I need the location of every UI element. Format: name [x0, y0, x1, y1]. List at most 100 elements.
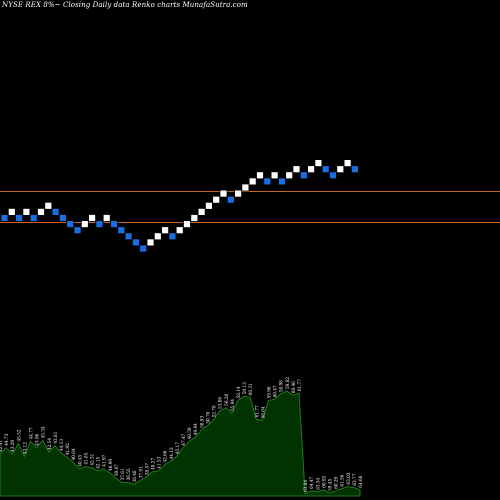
volume-label: 43.29 — [10, 440, 15, 452]
volume-label: 53.86 — [218, 397, 223, 409]
renko-bricks — [0, 159, 359, 253]
volume-label: 40.84 — [71, 448, 76, 460]
volume-label: 61.77 — [254, 405, 259, 417]
volume-label: 60.92 — [321, 475, 326, 487]
renko-brick-down — [139, 244, 148, 253]
renko-brick-down — [66, 220, 75, 229]
renko-brick-up — [336, 165, 345, 174]
volume-label: 40.99 — [108, 459, 113, 471]
volume-series — [0, 390, 361, 497]
renko-brick-up — [292, 165, 301, 174]
volume-label: 44.12 — [169, 447, 174, 459]
renko-brick-up — [7, 207, 16, 216]
renko-brick-up — [183, 220, 191, 229]
renko-brick-down — [299, 171, 308, 180]
volume-label: 38.48 — [132, 470, 137, 482]
volume-label: 49.84 — [193, 423, 198, 435]
renko-brick-up — [161, 226, 170, 235]
volume-label: 47.47 — [181, 433, 186, 445]
renko-brick-down — [73, 226, 82, 235]
renko-brick-up — [270, 171, 279, 180]
renko-brick-down — [29, 214, 38, 222]
renko-brick-up — [146, 238, 155, 247]
volume-label: 44.73 — [4, 433, 9, 445]
volume-label: 50.76 — [205, 411, 210, 423]
renko-brick-up — [204, 201, 213, 210]
renko-brick-down — [168, 232, 177, 241]
volume-label: 60.47 — [273, 385, 278, 397]
volume-label: 63.84 — [303, 480, 308, 492]
renko-brick-down — [124, 232, 133, 241]
volume-label: 43.12 — [22, 442, 27, 454]
volume-label: 59.96 — [266, 386, 271, 398]
volume-label: 40.45 — [77, 454, 82, 466]
volume-area — [0, 390, 361, 497]
volume-label: 59.45 — [327, 479, 332, 491]
volume-label: 56.28 — [224, 393, 229, 405]
volume-label: 36.55 — [126, 468, 131, 480]
volume-label: 42.31 — [90, 453, 95, 465]
volume-label: 40.27 — [151, 458, 156, 470]
renko-brick-up — [102, 214, 111, 222]
volume-label: 48.59 — [187, 427, 192, 439]
renko-brick-up — [343, 159, 352, 168]
renko-brick-up — [37, 207, 45, 216]
renko-brick-up — [175, 226, 184, 235]
renko-brick-down — [51, 207, 60, 216]
volume-label: 50.93 — [199, 416, 204, 428]
renko-brick-down — [110, 220, 118, 229]
renko-brick-down — [277, 177, 286, 186]
volume-label: 64.47 — [309, 476, 314, 488]
renko-brick-down — [329, 171, 337, 180]
volume-label: 63.77 — [352, 473, 357, 485]
volume-label: 45.52 — [16, 429, 21, 441]
volume-label: 61.56 — [340, 474, 345, 486]
renko-brick-down — [131, 238, 140, 247]
renko-brick-up — [88, 214, 96, 222]
renko-brick-up — [44, 201, 53, 210]
renko-brick-down — [0, 214, 9, 222]
volume-label: 45.34 — [41, 426, 46, 438]
renko-brick-up — [190, 214, 199, 222]
volume-label: 42.66 — [163, 450, 168, 462]
volume-label: 61.77 — [297, 379, 302, 391]
volume-label: 45.17 — [175, 442, 180, 454]
volume-label: 58.64 — [260, 406, 265, 418]
renko-brick-down — [226, 195, 235, 204]
volume-label: 39.87 — [114, 464, 119, 476]
volume-label: 43.96 — [35, 433, 40, 445]
renko-brick-up — [234, 189, 243, 198]
volume-label: 37.61 — [120, 468, 125, 480]
volume-label: 52.78 — [212, 405, 217, 417]
renko-brick-up — [248, 177, 257, 186]
renko-brick-down — [117, 226, 126, 235]
renko-brick-down — [59, 214, 67, 222]
volume-label: 41.92 — [65, 443, 70, 455]
volume-label: 60.46 — [291, 381, 296, 393]
level-lines — [0, 191, 500, 223]
volume-label: 44.77 — [29, 427, 34, 439]
renko-brick-up — [80, 220, 89, 229]
renko-brick-up — [153, 232, 162, 241]
volume-labels: 42.4144.7343.2945.5243.1244.7743.9645.34… — [0, 377, 363, 492]
renko-brick-up — [197, 207, 206, 216]
renko-brick-up — [22, 207, 31, 216]
renko-brick-down — [321, 165, 330, 174]
volume-label: 59.13 — [242, 382, 247, 394]
volume-label: 64.66 — [358, 475, 363, 487]
volume-label: 37.91 — [138, 466, 143, 478]
volume-label: 42.41 — [0, 440, 3, 452]
renko-brick-up — [307, 165, 316, 174]
renko-brick-up — [314, 159, 323, 168]
volume-label: 55.94 — [230, 399, 235, 411]
volume-label: 41.85 — [83, 452, 88, 464]
volume-label: 60.31 — [248, 383, 253, 395]
volume-label: 43.81 — [53, 431, 58, 443]
volume-label: 63.54 — [315, 477, 320, 489]
volume-label: 59.82 — [285, 377, 290, 389]
renko-brick-up — [219, 189, 228, 198]
volume-label: 42.15 — [96, 456, 101, 468]
volume-label: 41.53 — [157, 456, 162, 468]
renko-brick-down — [15, 214, 24, 222]
